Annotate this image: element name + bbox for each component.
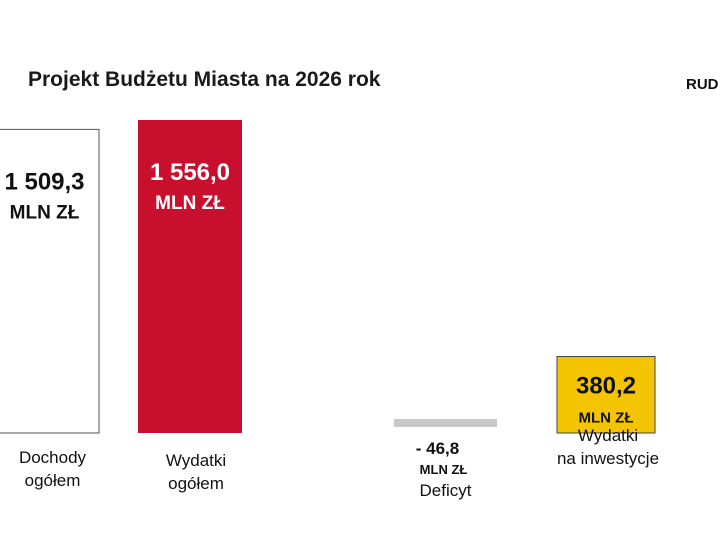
unit-label-deficyt: MLN ZŁ — [420, 462, 468, 477]
unit-label-dochody-ogółem: MLN ZŁ — [10, 202, 80, 223]
category-label-wydatki-na-inwestycje: Wydatki — [578, 426, 638, 445]
value-label-wydatki-na-inwestycje: 380,2 — [576, 373, 636, 400]
unit-label-wydatki-na-inwestycje: MLN ZŁ — [579, 410, 634, 427]
bar-wydatki-ogółem — [138, 120, 242, 433]
value-label-deficyt: - 46,8 — [416, 439, 459, 458]
category-label-dochody-ogółem: Dochody — [19, 448, 87, 467]
category-label-wydatki-na-inwestycje: na inwestycje — [557, 449, 659, 468]
category-label-deficyt: Deficyt — [420, 481, 472, 500]
value-label-dochody-ogółem: 1 509,3 — [4, 168, 84, 195]
category-label-wydatki-ogółem: ogółem — [168, 474, 224, 493]
value-label-wydatki-ogółem: 1 556,0 — [150, 159, 230, 186]
unit-label-wydatki-ogółem: MLN ZŁ — [155, 193, 225, 214]
category-label-dochody-ogółem: ogółem — [25, 471, 81, 490]
brand-label: RUD — [686, 76, 719, 93]
bar-deficyt — [394, 419, 497, 427]
chart-title: Projekt Budżetu Miasta na 2026 rok — [28, 68, 381, 91]
bar-dochody-ogółem — [0, 128, 100, 434]
bar-wydatki-na-inwestycje — [556, 356, 656, 434]
category-label-wydatki-ogółem: Wydatki — [166, 451, 226, 470]
